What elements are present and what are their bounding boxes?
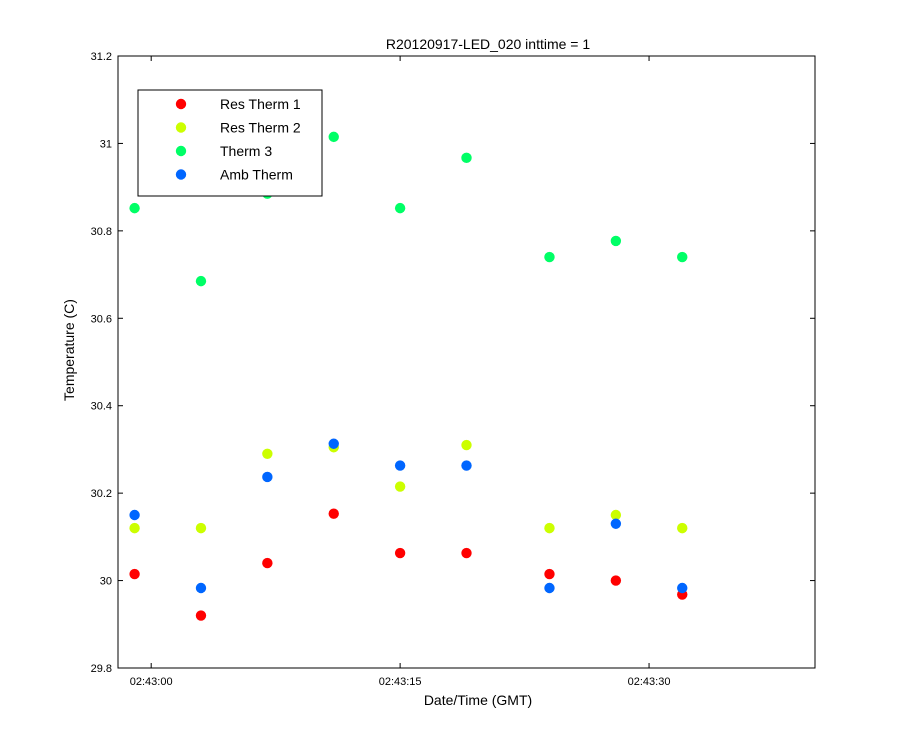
point-res-therm-1	[328, 508, 339, 519]
legend-marker-res-therm-1	[175, 98, 187, 110]
y-tick-label: 31.2	[91, 51, 112, 63]
x-axis-label: Date/Time (GMT)	[424, 692, 532, 708]
point-amb-therm	[544, 582, 555, 594]
y-tick-label: 29.8	[91, 663, 112, 675]
point-amb-therm	[610, 518, 622, 529]
point-therm-3	[677, 251, 688, 263]
point-res-therm-2	[677, 522, 688, 534]
point-res-therm-1	[610, 575, 622, 586]
point-res-therm-2	[129, 522, 140, 534]
y-tick-label: 30.2	[91, 488, 112, 500]
point-res-therm-2	[394, 481, 406, 492]
y-tick-label: 30.4	[91, 401, 112, 413]
chart-title: R20120917-LED_020 inttime = 1	[386, 36, 591, 52]
point-therm-3	[461, 152, 472, 164]
legend-marker-amb-therm	[175, 169, 187, 180]
y-tick-label: 30.6	[91, 313, 112, 325]
x-tick-label: 02:43:30	[628, 676, 671, 688]
legend-marker-therm-3	[175, 145, 187, 157]
legend-marker-res-therm-2	[175, 122, 187, 133]
point-res-therm-2	[195, 522, 207, 534]
plot-area-frame	[117, 55, 816, 669]
legend-label-res-therm-2: Res Therm 2	[220, 120, 301, 136]
point-res-therm-1	[262, 557, 273, 569]
x-tick-label: 02:43:15	[379, 676, 422, 688]
point-amb-therm	[394, 460, 406, 471]
point-therm-3	[129, 202, 140, 214]
point-res-therm-1	[461, 547, 472, 559]
point-therm-3	[610, 235, 622, 247]
y-tick-label: 30.8	[91, 226, 112, 238]
point-amb-therm	[129, 509, 140, 521]
point-res-therm-1	[544, 568, 555, 580]
point-res-therm-1	[195, 610, 207, 621]
point-res-therm-2	[610, 509, 622, 521]
point-therm-3	[544, 251, 555, 263]
point-res-therm-2	[461, 439, 472, 451]
point-amb-therm	[195, 582, 207, 594]
y-tick-label: 30	[100, 576, 112, 588]
point-amb-therm	[328, 438, 339, 449]
point-res-therm-2	[262, 448, 273, 459]
point-therm-3	[195, 275, 207, 287]
point-therm-3	[328, 131, 339, 143]
legend-box	[137, 89, 323, 197]
point-amb-therm	[461, 460, 472, 471]
legend-label-amb-therm: Amb Therm	[220, 167, 293, 183]
point-res-therm-1	[129, 568, 140, 580]
point-amb-therm	[677, 582, 688, 594]
y-axis-label: Temperature (C)	[61, 299, 77, 401]
y-axis: 29.8 30 30.2 30.4 30.6 30.8 31 31.2	[91, 51, 815, 675]
legend-label-therm-3: Therm 3	[220, 143, 272, 159]
point-res-therm-1	[394, 547, 406, 559]
legend: Res Therm 1 Res Therm 2 Therm 3 Amb Therm	[137, 89, 323, 197]
x-tick-label: 02:43:00	[130, 676, 173, 688]
point-therm-3	[394, 202, 406, 214]
point-amb-therm	[262, 471, 273, 483]
legend-label-res-therm-1: Res Therm 1	[220, 96, 301, 112]
y-tick-label: 31	[100, 138, 112, 150]
point-res-therm-2	[544, 522, 555, 534]
x-axis: 02:43:00 02:43:15 02:43:30	[130, 56, 671, 688]
